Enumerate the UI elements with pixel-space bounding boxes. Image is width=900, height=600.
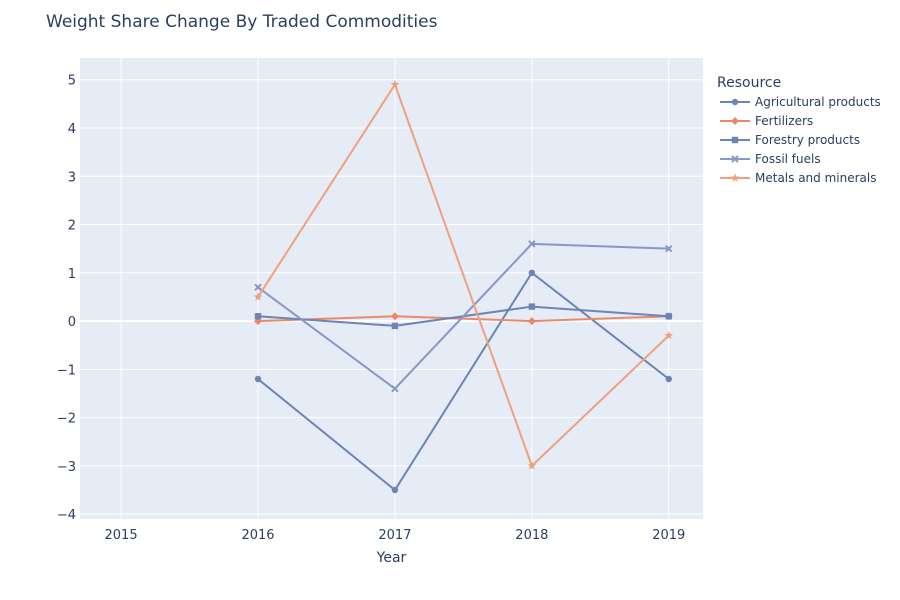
y-tick-label: −3 [57,460,76,475]
legend-label: Metals and minerals [755,171,876,185]
legend-item[interactable]: Agricultural products [720,95,881,109]
y-tick-label: 1 [68,267,76,282]
data-point[interactable] [254,313,262,320]
series-fossil-fuels [254,240,673,393]
legend-label: Agricultural products [755,95,881,109]
y-tick-label: −4 [57,508,76,523]
legend-item[interactable]: Fertilizers [720,114,813,128]
series-agricultural-products [254,269,672,494]
data-point[interactable] [665,244,673,253]
x-tick-label: 2019 [652,528,685,543]
data-point[interactable] [390,80,400,89]
data-point[interactable] [254,283,262,292]
x-tick-label: 2017 [378,528,411,543]
axis-ticks: 2015 2016 2017 2018 2019 −4 −3 −2 −1 0 1 2 3 4 5 [57,74,685,543]
data-point[interactable] [528,240,536,248]
chart-title: Weight Share Change By Traded Commoditie… [46,12,438,32]
plot-background [80,58,703,519]
series-lines [253,80,674,494]
legend-label: Fossil fuels [755,152,821,166]
data-point[interactable] [391,322,399,330]
legend-label: Fertilizers [755,114,813,128]
legend[interactable]: Resource Agricultural products Fertilizer… [717,75,881,185]
legend-item[interactable]: Metals and minerals [720,171,876,185]
data-point[interactable] [528,303,536,310]
legend-marker[interactable] [730,173,740,182]
data-point[interactable] [527,317,536,326]
x-tick-label: 2016 [241,528,274,543]
y-tick-label: 4 [68,122,76,137]
y-tick-label: 0 [68,315,76,330]
legend-marker[interactable] [731,136,739,144]
legend-item[interactable]: Fossil fuels [720,152,821,166]
x-axis-title: Year [376,550,407,566]
series-line-fertilizers[interactable] [257,315,669,323]
data-point[interactable] [253,292,263,301]
legend-label: Forestry products [755,133,860,147]
y-tick-label: 3 [68,170,76,185]
legend-marker[interactable] [731,117,739,125]
data-point[interactable] [527,461,537,470]
data-point[interactable] [665,375,672,383]
series-line-fossil-fuels[interactable] [257,242,669,390]
series-line-metals-and-minerals[interactable] [257,83,670,467]
data-point[interactable] [254,375,262,383]
x-tick-label: 2015 [105,528,138,543]
data-point[interactable] [390,312,399,321]
legend-marker[interactable] [731,98,739,106]
data-point[interactable] [664,331,674,340]
legend-marker[interactable] [731,155,739,163]
legend-item[interactable]: Forestry products [720,133,860,147]
series-metals-and-minerals [253,80,674,470]
x-tick-label: 2018 [515,528,548,543]
data-point[interactable] [391,384,399,393]
series-line-agricultural-products[interactable] [257,271,670,492]
y-tick-label: −1 [57,363,76,378]
grid-lines [80,58,703,519]
y-tick-label: 5 [68,74,76,89]
y-tick-label: 2 [68,219,76,234]
data-point[interactable] [391,486,399,494]
y-tick-label: −2 [57,412,76,427]
legend-title: Resource [717,75,781,91]
data-point[interactable] [665,313,672,320]
data-point[interactable] [528,269,536,277]
